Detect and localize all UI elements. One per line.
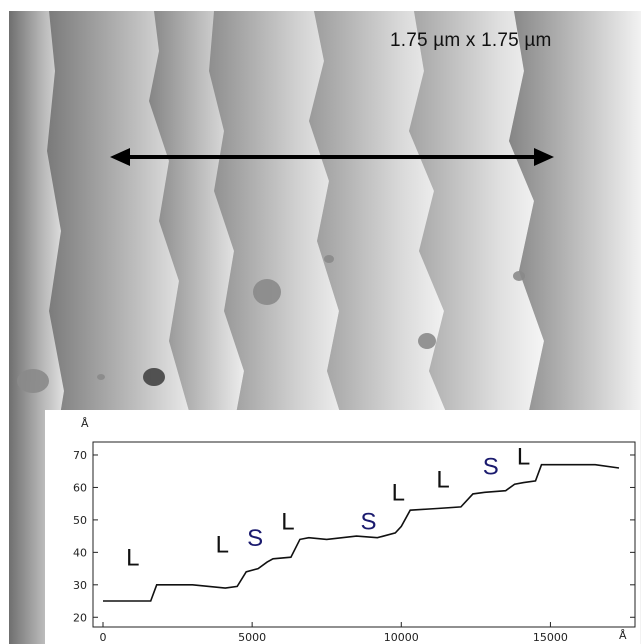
step-label-l: L xyxy=(436,466,449,493)
step-label-s: S xyxy=(360,509,376,536)
x-tick-label: 10000 xyxy=(384,631,419,644)
step-label-l: L xyxy=(281,509,294,536)
x-tick-label: 15000 xyxy=(533,631,568,644)
profile-line xyxy=(103,463,620,602)
y-tick-label: 30 xyxy=(73,579,87,592)
y-tick-label: 70 xyxy=(73,449,87,462)
x-tick-label: 0 xyxy=(100,631,107,644)
step-label-s: S xyxy=(247,525,263,552)
y-tick-label: 50 xyxy=(73,514,87,527)
x-tick-label: 5000 xyxy=(238,631,266,644)
step-label-l: L xyxy=(216,531,229,558)
y-tick-label: 60 xyxy=(73,481,87,494)
y-tick-label: 20 xyxy=(73,611,87,624)
step-label-l: L xyxy=(392,479,405,506)
y-tick-label: 40 xyxy=(73,546,87,559)
step-label-l: L xyxy=(517,444,530,471)
step-label-l: L xyxy=(126,544,139,571)
scale-label: 1.75 µm x 1.75 µm xyxy=(390,30,552,51)
plot-frame xyxy=(92,441,636,628)
y-unit-label: Å xyxy=(81,417,89,430)
step-label-s: S xyxy=(483,453,499,480)
x-unit-label: Å xyxy=(619,629,627,642)
